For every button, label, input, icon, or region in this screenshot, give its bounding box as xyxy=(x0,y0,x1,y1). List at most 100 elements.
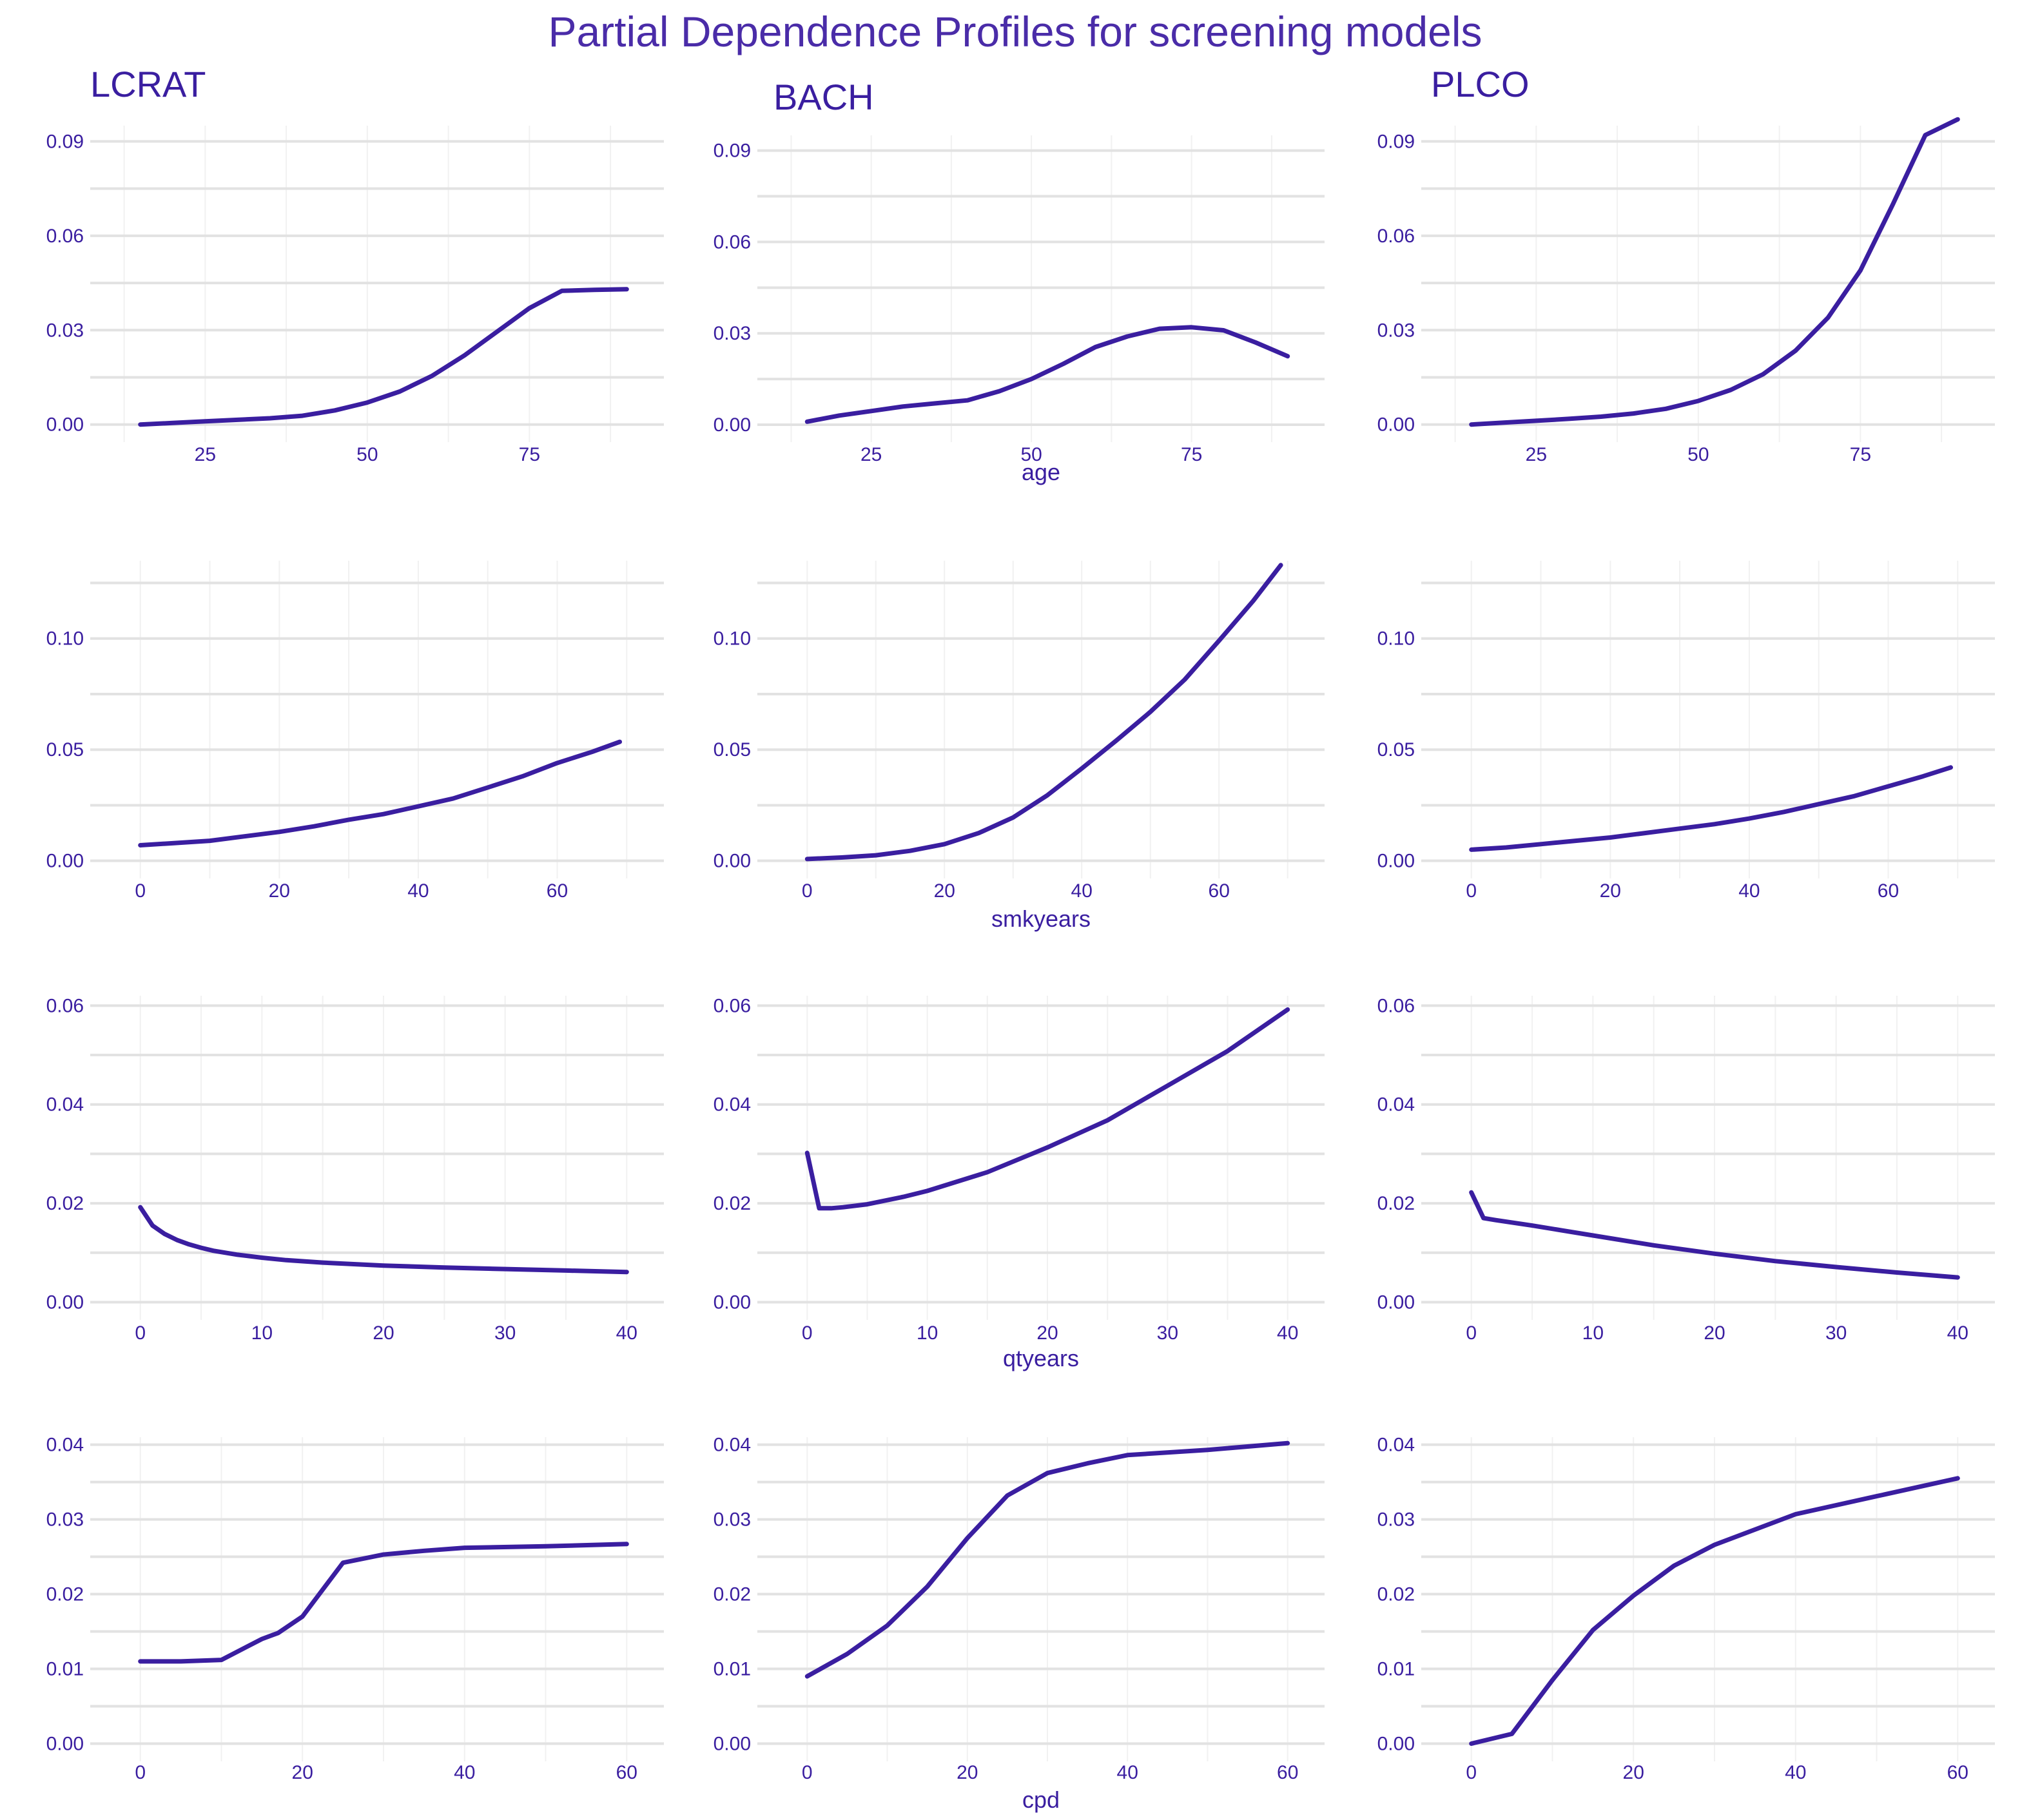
y-tick-label: 0.03 xyxy=(1377,1509,1415,1531)
x-tick-label: 40 xyxy=(1071,880,1093,902)
x-tick-label: 20 xyxy=(292,1762,313,1783)
x-tick-label: 25 xyxy=(860,444,882,465)
x-tick-label: 10 xyxy=(1582,1322,1604,1344)
y-tick-label: 0.02 xyxy=(1377,1584,1415,1605)
y-tick-label: 0.06 xyxy=(46,995,84,1016)
x-tick-label: 0 xyxy=(802,1762,813,1783)
x-tick-label: 60 xyxy=(547,880,568,902)
x-tick-label: 60 xyxy=(616,1762,637,1783)
y-tick-label: 0.01 xyxy=(46,1659,84,1680)
y-tick-label: 0.01 xyxy=(714,1659,751,1680)
y-tick-label: 0.04 xyxy=(1377,1094,1415,1116)
y-tick-label: 0.04 xyxy=(1377,1435,1415,1456)
pdp-line-lcrat-smkyears xyxy=(138,739,622,847)
y-tick-label: 0.05 xyxy=(714,739,751,760)
pdp-line-plco-age xyxy=(1469,117,1960,427)
panel-lcrat-age: 0.00 0.03 0.06 0.09 25 50 75 xyxy=(46,126,664,465)
x-tick-label: 60 xyxy=(1878,880,1899,902)
x-tick-label: 0 xyxy=(1466,880,1477,902)
x-tick-label: 30 xyxy=(494,1322,516,1344)
x-tick-label: 0 xyxy=(802,880,813,902)
x-tick-label: 25 xyxy=(1526,444,1547,465)
y-tick-label: 0.04 xyxy=(46,1435,84,1456)
panel-bach-smkyears: 0.00 0.05 0.10 0 20 40 60 smkyears xyxy=(714,561,1325,932)
column-title-bach: BACH xyxy=(773,77,874,117)
y-tick-label: 0.10 xyxy=(46,628,84,650)
x-tick-label: 40 xyxy=(1785,1762,1806,1783)
pdp-line-lcrat-qtyears xyxy=(138,1205,629,1275)
y-tick-label: 0.02 xyxy=(46,1584,84,1605)
x-axis-title: cpd xyxy=(1022,1786,1060,1813)
pdp-line-plco-qtyears xyxy=(1469,1190,1960,1280)
x-tick-label: 25 xyxy=(195,444,216,465)
x-tick-label: 30 xyxy=(1825,1322,1847,1344)
x-tick-label: 0 xyxy=(135,1762,146,1783)
y-tick-label: 0.03 xyxy=(714,323,751,344)
panel-bach-cpd: 0.00 0.01 0.02 0.03 0.04 0 20 40 60 cpd xyxy=(714,1435,1325,1813)
x-tick-label: 75 xyxy=(519,444,540,465)
panel-lcrat-cpd: 0.00 0.01 0.02 0.03 0.04 0 20 40 60 xyxy=(46,1435,664,1783)
pdp-line-bach-age xyxy=(804,325,1290,424)
y-tick-label: 0.00 xyxy=(1377,1733,1415,1754)
x-axis-title: qtyears xyxy=(1003,1345,1079,1371)
x-tick-label: 10 xyxy=(917,1322,938,1344)
y-tick-label: 0.00 xyxy=(46,1733,84,1754)
x-axis-title: age xyxy=(1022,459,1060,485)
y-tick-label: 0.00 xyxy=(714,1292,751,1313)
x-tick-label: 50 xyxy=(1687,444,1709,465)
pdp-line-plco-cpd xyxy=(1469,1476,1960,1746)
x-tick-label: 75 xyxy=(1181,444,1202,465)
x-tick-label: 20 xyxy=(1704,1322,1725,1344)
y-tick-label: 0.00 xyxy=(1377,1292,1415,1313)
y-tick-label: 0.00 xyxy=(714,414,751,436)
x-tick-label: 20 xyxy=(269,880,290,902)
y-tick-label: 0.06 xyxy=(714,231,751,253)
panel-plco-cpd: 0.00 0.01 0.02 0.03 0.04 0 20 40 60 xyxy=(1377,1435,1995,1783)
y-tick-label: 0.04 xyxy=(714,1435,751,1456)
y-tick-label: 0.09 xyxy=(1377,131,1415,152)
panel-plco-smkyears: 0.00 0.05 0.10 0 20 40 60 xyxy=(1377,561,1995,902)
y-tick-label: 0.00 xyxy=(46,414,84,436)
panel-plco-age: 0.00 0.03 0.06 0.09 25 50 75 xyxy=(1377,117,1995,465)
x-tick-label: 30 xyxy=(1157,1322,1178,1344)
pdp-line-bach-smkyears xyxy=(804,563,1283,862)
column-title-lcrat: LCRAT xyxy=(90,64,206,104)
x-tick-label: 40 xyxy=(1947,1322,1968,1344)
column-title-plco: PLCO xyxy=(1431,64,1530,104)
x-tick-label: 60 xyxy=(1277,1762,1298,1783)
y-tick-label: 0.06 xyxy=(1377,226,1415,247)
y-tick-label: 0.03 xyxy=(46,320,84,341)
x-tick-label: 50 xyxy=(1020,444,1042,465)
x-tick-label: 40 xyxy=(1117,1762,1138,1783)
y-tick-label: 0.02 xyxy=(714,1584,751,1605)
y-tick-label: 0.01 xyxy=(1377,1659,1415,1680)
panel-bach-qtyears: 0.00 0.02 0.04 0.06 0 10 20 30 40 qtyears xyxy=(714,995,1325,1371)
y-tick-label: 0.10 xyxy=(714,628,751,650)
panel-lcrat-qtyears: 0.00 0.02 0.04 0.06 0 10 20 30 40 xyxy=(46,995,664,1344)
x-tick-label: 0 xyxy=(135,1322,146,1344)
x-tick-label: 0 xyxy=(1466,1762,1477,1783)
y-tick-label: 0.09 xyxy=(714,140,751,162)
y-tick-label: 0.06 xyxy=(46,226,84,247)
x-tick-label: 10 xyxy=(251,1322,273,1344)
x-tick-label: 0 xyxy=(1466,1322,1477,1344)
x-tick-label: 40 xyxy=(407,880,429,902)
x-tick-label: 20 xyxy=(957,1762,978,1783)
y-tick-label: 0.02 xyxy=(714,1193,751,1214)
y-tick-label: 0.00 xyxy=(1377,414,1415,436)
y-tick-label: 0.02 xyxy=(1377,1193,1415,1214)
y-tick-label: 0.03 xyxy=(1377,320,1415,341)
y-tick-label: 0.04 xyxy=(46,1094,84,1116)
y-tick-label: 0.03 xyxy=(714,1509,751,1531)
y-tick-label: 0.06 xyxy=(714,995,751,1016)
panel-lcrat-smkyears: 0.00 0.05 0.10 0 20 40 60 xyxy=(46,561,664,902)
y-tick-label: 0.00 xyxy=(714,1733,751,1754)
x-tick-label: 20 xyxy=(934,880,955,902)
panel-grid: 0.00 0.03 0.06 0.09 25 50 75 0.00 0.03 0.06 0.09 25… xyxy=(46,117,1995,1813)
y-tick-label: 0.04 xyxy=(714,1094,751,1116)
pdp-line-bach-qtyears xyxy=(804,1007,1290,1211)
y-tick-label: 0.03 xyxy=(46,1509,84,1531)
pdp-line-plco-smkyears xyxy=(1469,765,1953,852)
x-tick-label: 60 xyxy=(1947,1762,1968,1783)
y-tick-label: 0.05 xyxy=(1377,739,1415,760)
